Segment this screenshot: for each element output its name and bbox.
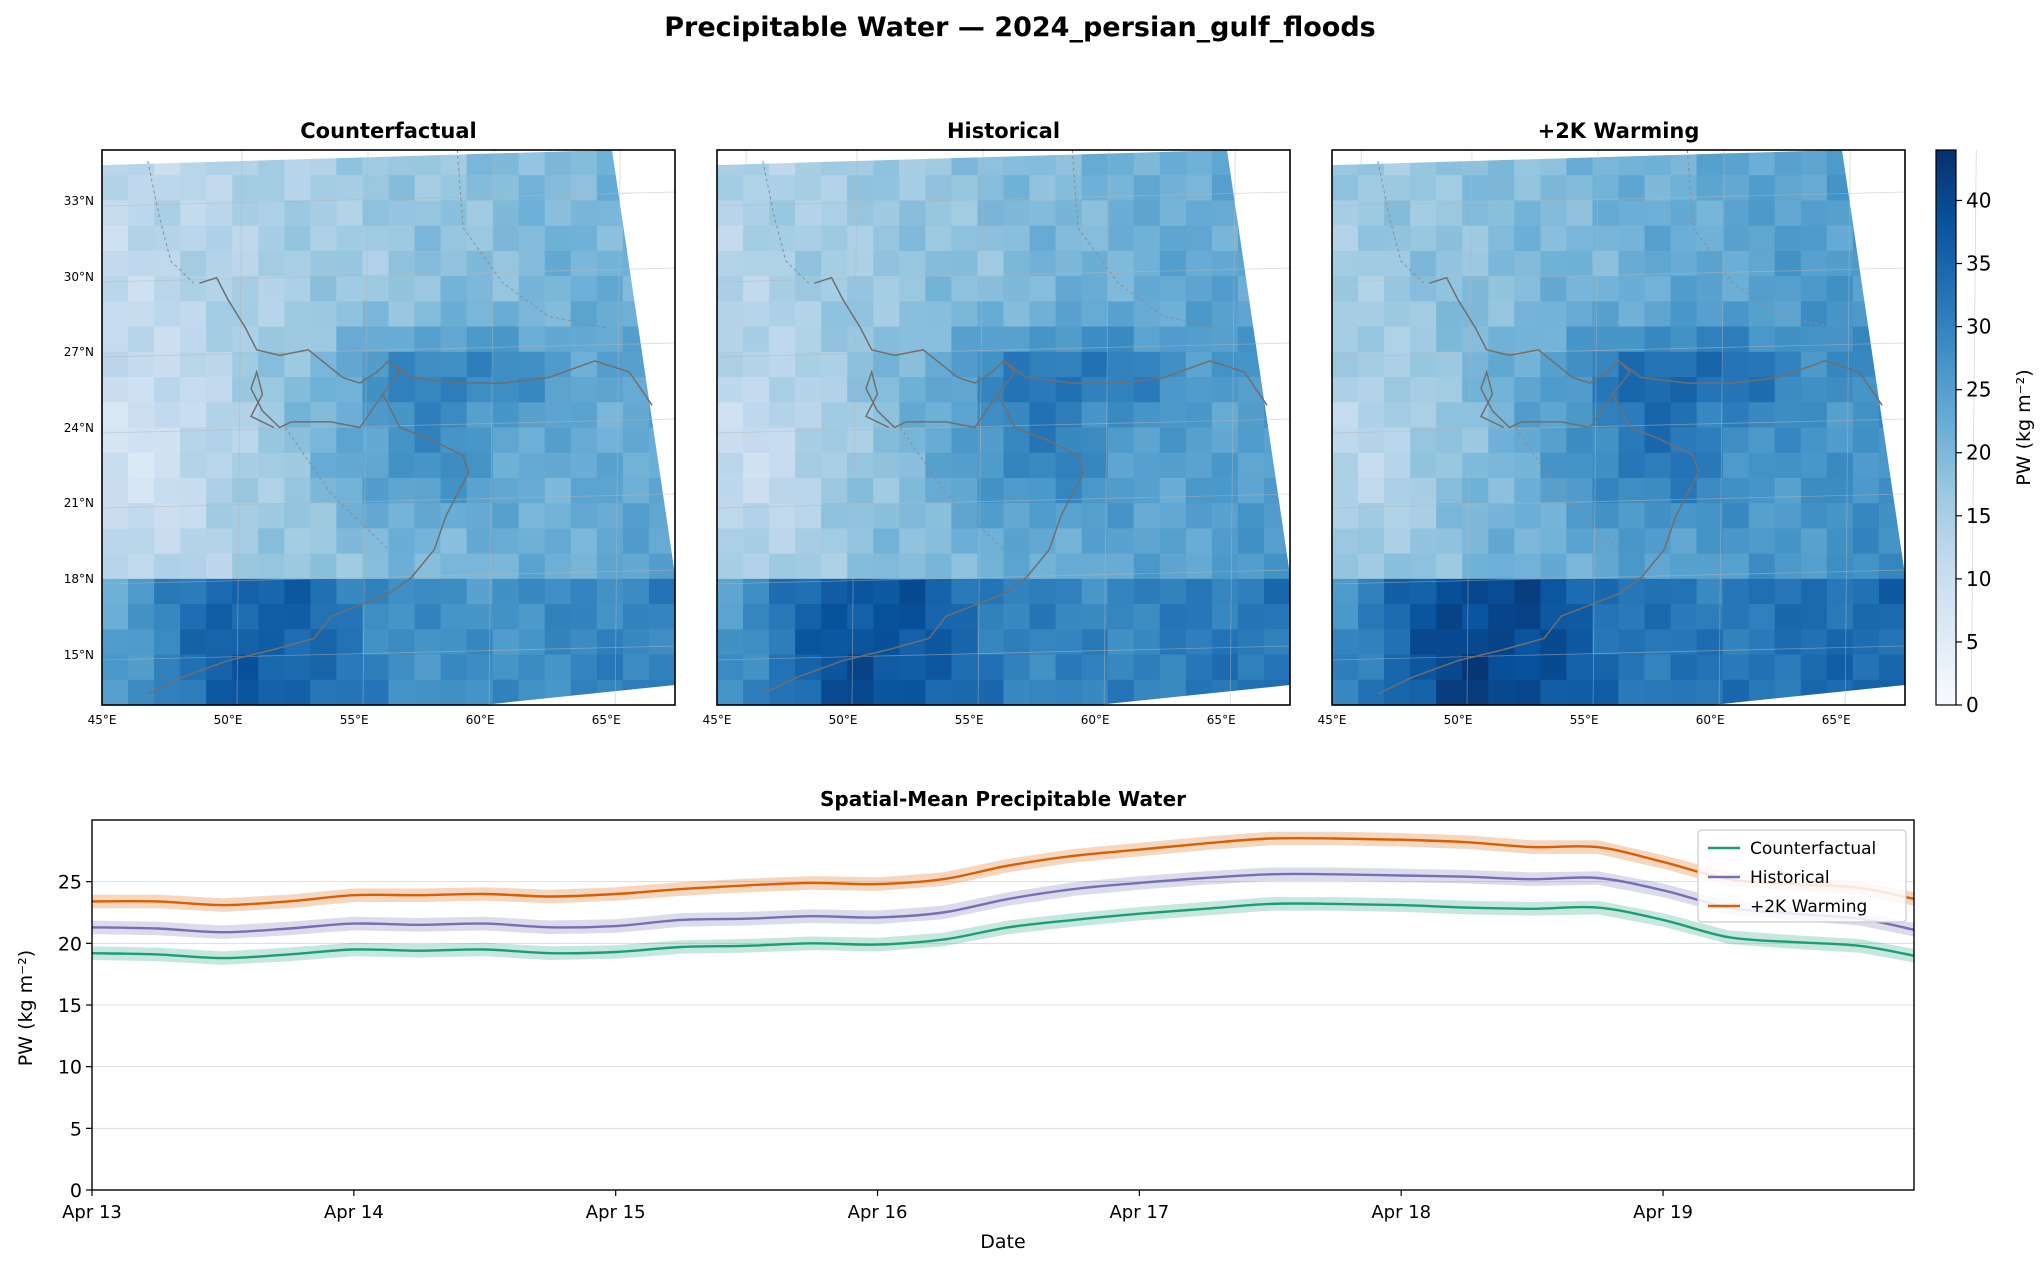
lon-tick-label: 55°E xyxy=(955,713,984,727)
legend-label: Counterfactual xyxy=(1750,839,1876,859)
lat-tick-label: 30°N xyxy=(64,270,94,284)
lon-tick-label: 50°E xyxy=(1444,713,1473,727)
y-tick-label: 25 xyxy=(58,872,82,894)
lat-tick-label: 18°N xyxy=(64,572,94,586)
legend-label: +2K Warming xyxy=(1750,897,1867,917)
legend: Counterfactual Historical +2K Warming xyxy=(1697,829,1907,923)
colorbar: 0 5 10 15 20 25 30 35 40 PW (kg m⁻²) xyxy=(1935,149,2035,717)
coastline xyxy=(147,276,653,695)
colorbar-tick-label: 40 xyxy=(1966,188,1991,212)
map-panel-title: Historical xyxy=(947,119,1060,143)
map-frame xyxy=(101,149,676,706)
x-tick-label: Apr 16 xyxy=(848,1202,908,1223)
x-tick-label: Apr 14 xyxy=(324,1202,384,1223)
y-tick-label: 5 xyxy=(70,1118,82,1140)
lat-tick-label: 21°N xyxy=(64,496,94,510)
colorbar-tick-label: 15 xyxy=(1966,504,1991,528)
colorbar-tick-label: 25 xyxy=(1966,378,1991,402)
lon-tick-label: 60°E xyxy=(1081,713,1110,727)
colorbar-tick-label: 30 xyxy=(1966,315,1991,339)
lat-tick-label: 33°N xyxy=(64,194,94,208)
map-panel-title: Counterfactual xyxy=(300,119,477,143)
colorbar-gradient xyxy=(1935,149,1957,706)
colorbar-label: PW (kg m⁻²) xyxy=(2013,369,2035,485)
y-tick-label: 10 xyxy=(58,1057,82,1079)
lon-tick-label: 65°E xyxy=(1207,713,1236,727)
coastline xyxy=(762,276,1268,695)
colorbar-tick-label: 35 xyxy=(1966,252,1991,276)
map-panel: +2K Warming 45°E 50°E 55°E 60°E 65°E xyxy=(1318,119,1977,727)
lat-tick-label: 24°N xyxy=(64,421,94,435)
x-axis-label: Date xyxy=(980,1231,1025,1253)
map-panel: Counterfactual 45°E 50°E 55°E 60°E 65°E 33°N 30… xyxy=(64,119,747,727)
timeseries-chart: Spatial-Mean Precipitable Water Date PW … xyxy=(15,787,1915,1253)
lon-tick-label: 45°E xyxy=(88,713,117,727)
map-panels: Counterfactual 45°E 50°E 55°E 60°E 65°E 33°N 30… xyxy=(64,119,1977,727)
y-tick-label: 20 xyxy=(58,933,82,955)
series-line xyxy=(91,836,1915,907)
lon-tick-label: 55°E xyxy=(1570,713,1599,727)
x-tick-label: Apr 13 xyxy=(62,1202,122,1223)
lat-tick-label: 15°N xyxy=(64,648,94,662)
borders xyxy=(762,149,1222,550)
graticule xyxy=(101,149,747,706)
x-tick-label: Apr 18 xyxy=(1371,1202,1431,1223)
series-line xyxy=(91,902,1915,960)
y-tick-label: 0 xyxy=(70,1180,82,1202)
x-tick-label: Apr 17 xyxy=(1109,1202,1169,1223)
series-line xyxy=(91,872,1915,934)
colorbar-tick-label: 5 xyxy=(1966,630,1979,654)
timeseries-title: Spatial-Mean Precipitable Water xyxy=(820,787,1186,811)
series-band xyxy=(92,897,1914,965)
pw-field xyxy=(717,150,1290,705)
map-panel-title: +2K Warming xyxy=(1538,119,1700,143)
pw-field xyxy=(1332,150,1905,705)
lon-tick-label: 60°E xyxy=(1696,713,1725,727)
lon-tick-label: 65°E xyxy=(592,713,621,727)
series-band xyxy=(92,867,1914,939)
colorbar-tick-label: 20 xyxy=(1966,441,1991,465)
y-tick-label: 15 xyxy=(58,995,82,1017)
figure-title: Precipitable Water — 2024_persian_gulf_f… xyxy=(664,12,1375,43)
lon-tick-label: 50°E xyxy=(829,713,858,727)
colorbar-tick-label: 0 xyxy=(1966,693,1979,717)
legend-label: Historical xyxy=(1750,868,1830,888)
lat-tick-label: 27°N xyxy=(64,345,94,359)
map-panel: Historical 45°E 50°E 55°E 60°E 65°E xyxy=(703,119,1362,727)
x-tick-label: Apr 19 xyxy=(1633,1202,1693,1223)
colorbar-tick-label: 10 xyxy=(1966,567,1991,591)
graticule xyxy=(1331,149,1977,706)
y-axis-label: PW (kg m⁻²) xyxy=(15,950,37,1066)
borders xyxy=(147,149,607,550)
pw-field xyxy=(102,150,675,705)
lon-tick-label: 60°E xyxy=(466,713,495,727)
lon-tick-label: 45°E xyxy=(1318,713,1347,727)
coastline xyxy=(1377,276,1883,695)
map-frame xyxy=(716,149,1291,706)
borders xyxy=(1377,149,1837,550)
series-band xyxy=(92,831,1914,912)
lon-tick-label: 45°E xyxy=(703,713,732,727)
map-frame xyxy=(1331,149,1906,706)
lon-tick-label: 65°E xyxy=(1822,713,1851,727)
x-tick-label: Apr 15 xyxy=(586,1202,646,1223)
lon-tick-label: 50°E xyxy=(214,713,243,727)
lon-tick-label: 55°E xyxy=(340,713,369,727)
